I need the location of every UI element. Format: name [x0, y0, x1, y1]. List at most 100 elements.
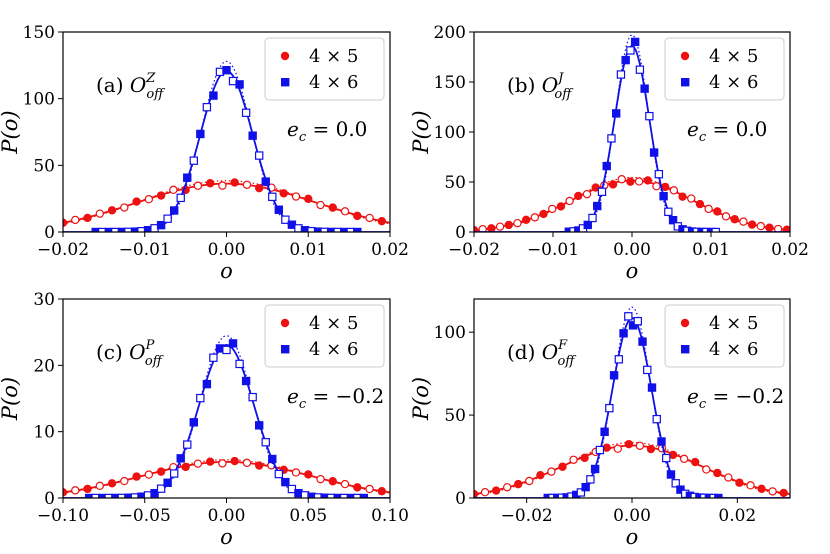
- data-point-4x5: [255, 461, 264, 470]
- data-point-4x5: [107, 206, 117, 215]
- data-point-4x5: [724, 473, 733, 482]
- data-point-4x6: [222, 345, 231, 355]
- data-point-4x5: [530, 213, 540, 222]
- data-point-4x5: [704, 204, 713, 214]
- data-point-4x5: [304, 470, 313, 479]
- data-point-4x6: [611, 109, 621, 118]
- data-point-4x6: [662, 453, 671, 463]
- data-point-4x5: [132, 197, 141, 206]
- data-point-4x5: [773, 224, 783, 232]
- data-point-4x5: [679, 454, 689, 464]
- data-point-4x5: [574, 191, 583, 201]
- data-point-4x5: [120, 203, 129, 212]
- data-point-4x5: [316, 474, 325, 484]
- data-point-4x5: [377, 216, 387, 226]
- plot-frame: [62, 298, 391, 499]
- data-point-4x6: [281, 477, 290, 487]
- fit-curve-4x6: [63, 344, 390, 498]
- y-axis-label: P(o): [0, 377, 22, 421]
- data-point-4x6: [235, 359, 244, 369]
- data-point-4x5: [205, 457, 215, 466]
- data-point-4x6: [619, 329, 628, 338]
- legend-marker-4x6: [281, 345, 290, 354]
- data-point-4x6: [189, 156, 198, 165]
- data-point-4x6: [222, 66, 231, 75]
- data-point-4x6: [261, 438, 270, 447]
- data-point-4x6: [581, 482, 590, 492]
- data-point-4x6: [635, 65, 645, 74]
- data-point-4x6: [241, 376, 251, 386]
- panel-c: −0.10 −0.05 0.00 0.05 0.10 0 10 20 30 o P(o) (c) OP…: [0, 290, 409, 549]
- data-point-4x6: [664, 207, 673, 216]
- data-point-4x5: [643, 176, 653, 185]
- x-tick-label: 0.01: [692, 240, 730, 260]
- data-point-4x5: [71, 215, 80, 225]
- plot-frame: [62, 31, 391, 233]
- data-point-4x5: [591, 183, 600, 192]
- y-tick-label: 50: [444, 173, 466, 193]
- data-point-4x6: [248, 392, 257, 402]
- y-tick-label: 100: [23, 90, 55, 110]
- data-point-4x6: [624, 312, 633, 321]
- dotted-curve-4x5: [474, 441, 790, 496]
- data-point-4x5: [757, 484, 766, 494]
- data-point-4x6: [163, 478, 172, 487]
- data-point-4x5: [291, 468, 301, 477]
- data-point-4x5: [353, 211, 362, 221]
- data-point-4x6: [248, 131, 257, 140]
- data-point-4x6: [261, 177, 270, 186]
- y-tick-label: 200: [434, 23, 466, 43]
- y-tick-label: 30: [33, 290, 55, 310]
- data-point-4x5: [691, 457, 700, 467]
- x-tick-label: 0.02: [371, 240, 409, 260]
- data-point-4x5: [218, 181, 227, 190]
- y-tick-label: 10: [33, 423, 55, 443]
- data-point-4x6: [649, 148, 659, 157]
- data-point-4x5: [746, 481, 755, 490]
- y-tick-label: 150: [434, 73, 466, 93]
- data-point-4x5: [83, 484, 92, 494]
- data-point-4x5: [218, 459, 227, 468]
- data-point-4x5: [328, 203, 337, 212]
- legend-marker-4x6: [681, 78, 690, 87]
- data-point-4x5: [735, 478, 744, 487]
- data-point-4x6: [274, 469, 284, 479]
- data-point-4x6: [281, 215, 290, 224]
- data-point-4x5: [634, 177, 644, 186]
- data-point-4x5: [205, 179, 215, 188]
- data-point-4x5: [120, 476, 129, 486]
- data-point-4x6: [659, 192, 668, 201]
- data-point-4x5: [71, 486, 80, 495]
- ec-annotation: ec = 0.0: [687, 117, 767, 145]
- data-point-4x6: [156, 220, 166, 230]
- data-point-4x5: [181, 462, 190, 472]
- data-point-4x5: [747, 220, 757, 229]
- data-point-4x5: [156, 467, 166, 476]
- panel-title: (d) OF off: [507, 338, 577, 369]
- data-point-4x6: [671, 479, 680, 488]
- data-point-4x6: [196, 129, 205, 139]
- data-point-4x5: [365, 213, 374, 223]
- data-point-4x5: [474, 489, 479, 498]
- y-tick-label: 0: [455, 223, 466, 243]
- y-tick-label: 50: [444, 406, 466, 426]
- legend-box: [664, 37, 785, 101]
- data-point-4x6: [657, 437, 666, 446]
- data-point-4x5: [635, 441, 645, 450]
- data-point-4x5: [156, 191, 166, 200]
- data-point-4x6: [209, 91, 218, 100]
- data-point-4x5: [132, 472, 141, 481]
- dotted-curve-4x5: [474, 176, 790, 232]
- data-point-4x5: [328, 477, 337, 486]
- x-tick-label: −0.01: [119, 240, 171, 260]
- data-point-4x5: [624, 439, 634, 449]
- legend-label-4x6: 4 × 6: [709, 339, 758, 360]
- legend-label-4x5: 4 × 5: [309, 313, 358, 334]
- data-point-4x6: [274, 205, 284, 214]
- data-point-4x5: [558, 462, 567, 471]
- x-tick-label: 0.10: [371, 506, 409, 526]
- data-point-4x5: [695, 199, 705, 209]
- data-point-4x5: [739, 217, 748, 226]
- data-point-4x5: [480, 488, 490, 497]
- data-point-4x5: [652, 182, 661, 191]
